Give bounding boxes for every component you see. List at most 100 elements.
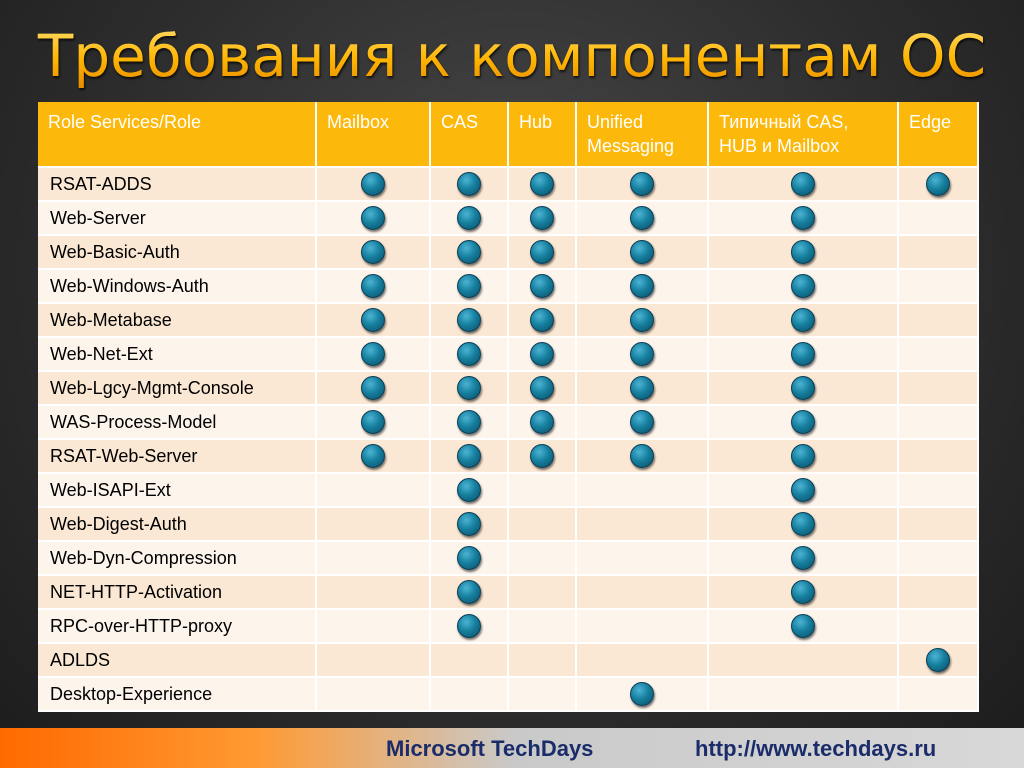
required-dot-icon [791, 376, 815, 400]
cell-mailbox [316, 541, 431, 576]
cell-mailbox [316, 643, 431, 678]
cell-edge [898, 201, 979, 236]
cell-typical-cas-hub-mailbox [708, 269, 899, 304]
role-service-name: Web-Lgcy-Mgmt-Console [38, 371, 317, 406]
required-dot-icon [361, 206, 385, 230]
table-row: Web-Digest-Auth [38, 507, 979, 542]
footer-brand: Microsoft TechDays [386, 736, 594, 761]
required-dot-icon [630, 410, 654, 434]
cell-unified-messaging [576, 541, 709, 576]
cell-typical-cas-hub-mailbox [708, 507, 899, 542]
required-dot-icon [791, 546, 815, 570]
cell-typical-cas-hub-mailbox [708, 609, 899, 644]
cell-edge [898, 303, 979, 338]
role-service-name: RSAT-ADDS [38, 167, 317, 202]
cell-hub [508, 371, 577, 406]
cell-unified-messaging [576, 643, 709, 678]
column-header-edge: Edge [898, 102, 979, 168]
required-dot-icon [630, 342, 654, 366]
cell-edge [898, 473, 979, 508]
cell-edge [898, 643, 979, 678]
cell-mailbox [316, 575, 431, 610]
required-dot-icon [630, 376, 654, 400]
cell-hub [508, 337, 577, 372]
required-dot-icon [791, 512, 815, 536]
required-dot-icon [630, 682, 654, 706]
cell-unified-messaging [576, 167, 709, 202]
required-dot-icon [361, 444, 385, 468]
required-dot-icon [791, 444, 815, 468]
role-service-name: ADLDS [38, 643, 317, 678]
role-service-name: NET-HTTP-Activation [38, 575, 317, 610]
cell-cas [430, 507, 509, 542]
required-dot-icon [791, 274, 815, 298]
cell-cas [430, 371, 509, 406]
required-dot-icon [457, 580, 481, 604]
cell-mailbox [316, 303, 431, 338]
required-dot-icon [530, 342, 554, 366]
role-service-name: WAS-Process-Model [38, 405, 317, 440]
role-service-name: Desktop-Experience [38, 677, 317, 712]
required-dot-icon [530, 172, 554, 196]
cell-mailbox [316, 609, 431, 644]
cell-unified-messaging [576, 473, 709, 508]
cell-unified-messaging [576, 677, 709, 712]
required-dot-icon [361, 240, 385, 264]
table-row: RPC-over-HTTP-proxy [38, 609, 979, 644]
required-dot-icon [457, 240, 481, 264]
required-dot-icon [361, 410, 385, 434]
column-header-typical-cas-hub-mailbox: Типичный CAS, HUB и Mailbox [708, 102, 899, 168]
column-header-role-services: Role Services/Role [38, 102, 317, 168]
cell-edge [898, 235, 979, 270]
cell-typical-cas-hub-mailbox [708, 371, 899, 406]
required-dot-icon [791, 172, 815, 196]
required-dot-icon [457, 512, 481, 536]
cell-cas [430, 609, 509, 644]
role-service-name: Web-Net-Ext [38, 337, 317, 372]
required-dot-icon [926, 648, 950, 672]
cell-edge [898, 609, 979, 644]
required-dot-icon [630, 444, 654, 468]
table-row: Web-Windows-Auth [38, 269, 979, 304]
cell-hub [508, 541, 577, 576]
cell-hub [508, 507, 577, 542]
required-dot-icon [457, 614, 481, 638]
cell-cas [430, 439, 509, 474]
table-row: RSAT-Web-Server [38, 439, 979, 474]
cell-unified-messaging [576, 269, 709, 304]
cell-typical-cas-hub-mailbox [708, 337, 899, 372]
cell-cas [430, 235, 509, 270]
required-dot-icon [457, 308, 481, 332]
cell-mailbox [316, 167, 431, 202]
role-service-name: Web-Basic-Auth [38, 235, 317, 270]
cell-edge [898, 167, 979, 202]
cell-typical-cas-hub-mailbox [708, 167, 899, 202]
role-service-name: Web-ISAPI-Ext [38, 473, 317, 508]
required-dot-icon [530, 410, 554, 434]
column-header-hub: Hub [508, 102, 577, 168]
column-header-unified-messaging: Unified Messaging [576, 102, 709, 168]
cell-cas [430, 201, 509, 236]
cell-unified-messaging [576, 303, 709, 338]
table-row: Web-ISAPI-Ext [38, 473, 979, 508]
required-dot-icon [361, 342, 385, 366]
cell-mailbox [316, 439, 431, 474]
required-dot-icon [457, 274, 481, 298]
requirements-table: Role Services/Role Mailbox CAS Hub Unifi… [38, 102, 979, 712]
cell-hub [508, 269, 577, 304]
table-row: WAS-Process-Model [38, 405, 979, 440]
required-dot-icon [791, 240, 815, 264]
required-dot-icon [630, 308, 654, 332]
cell-cas [430, 677, 509, 712]
required-dot-icon [457, 206, 481, 230]
cell-unified-messaging [576, 507, 709, 542]
cell-typical-cas-hub-mailbox [708, 541, 899, 576]
required-dot-icon [791, 308, 815, 332]
cell-unified-messaging [576, 201, 709, 236]
required-dot-icon [791, 342, 815, 366]
cell-cas [430, 269, 509, 304]
cell-unified-messaging [576, 575, 709, 610]
cell-mailbox [316, 235, 431, 270]
cell-mailbox [316, 507, 431, 542]
required-dot-icon [630, 274, 654, 298]
